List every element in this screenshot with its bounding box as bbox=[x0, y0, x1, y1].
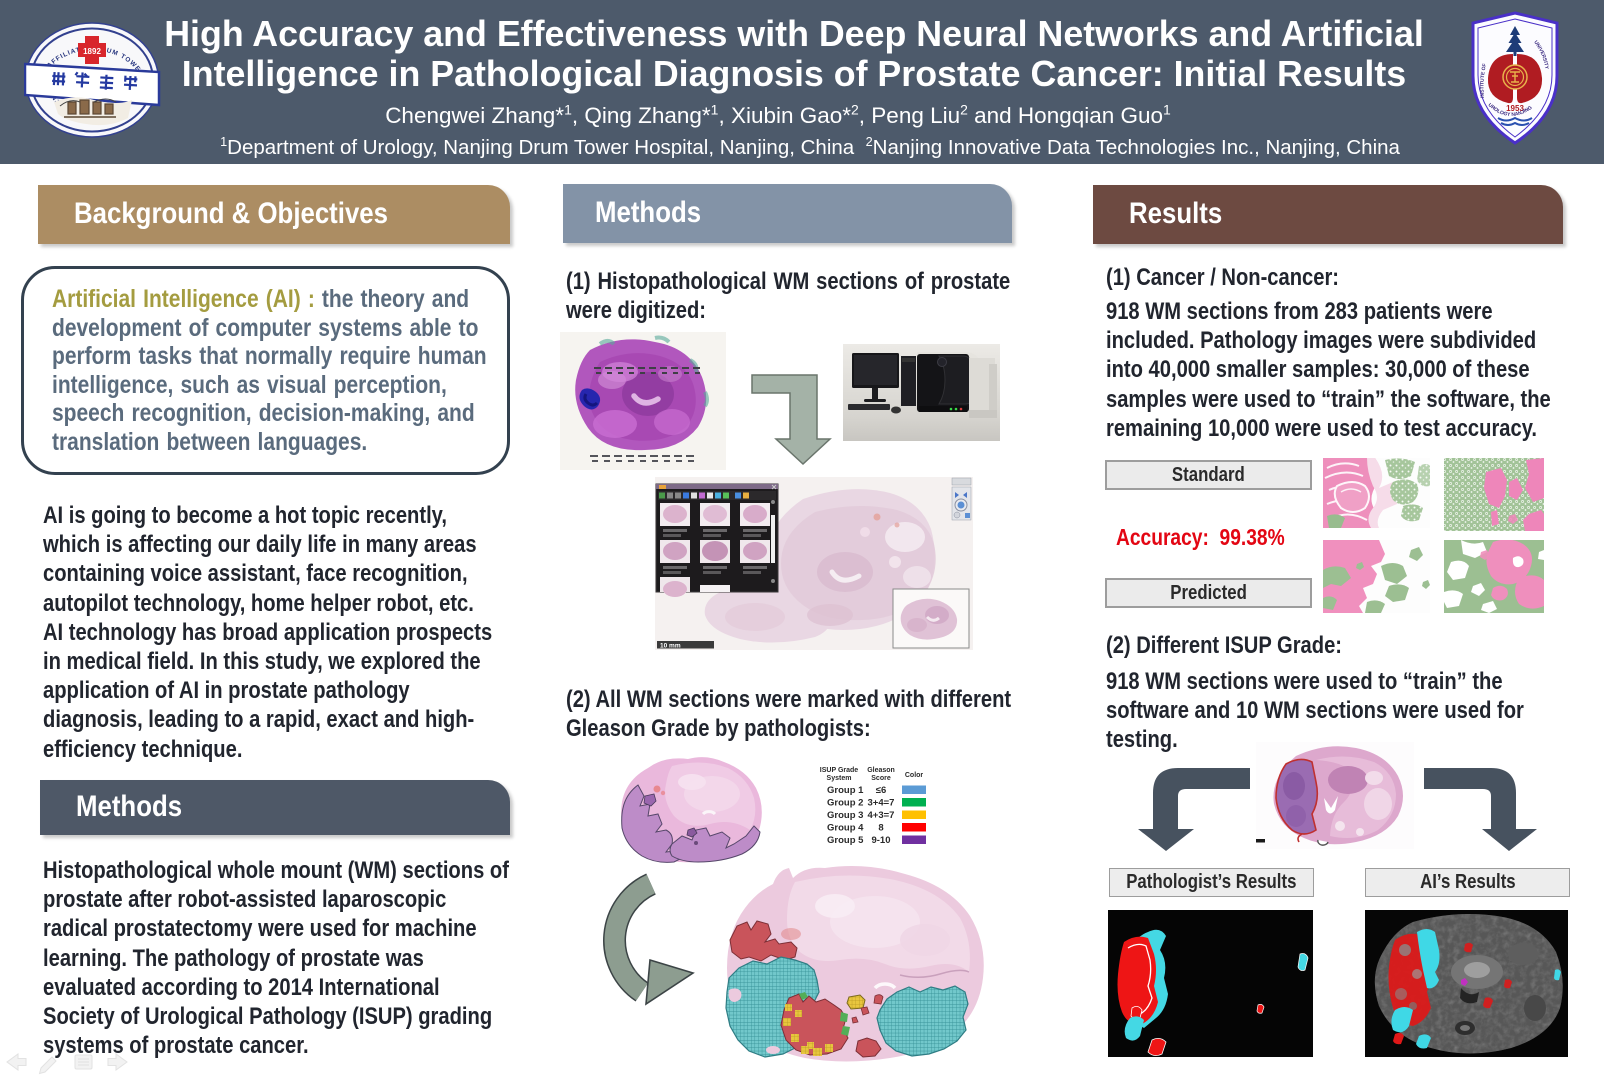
svg-text:9-10: 9-10 bbox=[871, 835, 890, 846]
svg-text:Group 1: Group 1 bbox=[827, 785, 864, 796]
svg-text:10 mm: 10 mm bbox=[660, 643, 681, 650]
svg-text:Group 2: Group 2 bbox=[827, 798, 863, 809]
svg-text:System: System bbox=[827, 775, 852, 782]
svg-text:Group 5: Group 5 bbox=[827, 835, 864, 846]
svg-text:3+4=7: 3+4=7 bbox=[868, 798, 895, 809]
svg-text:INSTITUTE OF: INSTITUTE OF bbox=[1480, 63, 1489, 98]
svg-text:Gleason: Gleason bbox=[867, 767, 895, 774]
svg-text:1892: 1892 bbox=[83, 47, 101, 56]
svg-text:1953: 1953 bbox=[1506, 104, 1524, 113]
svg-text:ISUP Grade: ISUP Grade bbox=[820, 767, 858, 774]
svg-text:Group 4: Group 4 bbox=[827, 823, 864, 834]
svg-text:Group 3: Group 3 bbox=[827, 810, 863, 821]
svg-text:Color: Color bbox=[905, 772, 924, 779]
svg-text:≤6: ≤6 bbox=[876, 785, 887, 796]
svg-text:8: 8 bbox=[878, 823, 883, 834]
svg-text:Score: Score bbox=[871, 775, 891, 782]
svg-text:4+3=7: 4+3=7 bbox=[868, 810, 895, 821]
